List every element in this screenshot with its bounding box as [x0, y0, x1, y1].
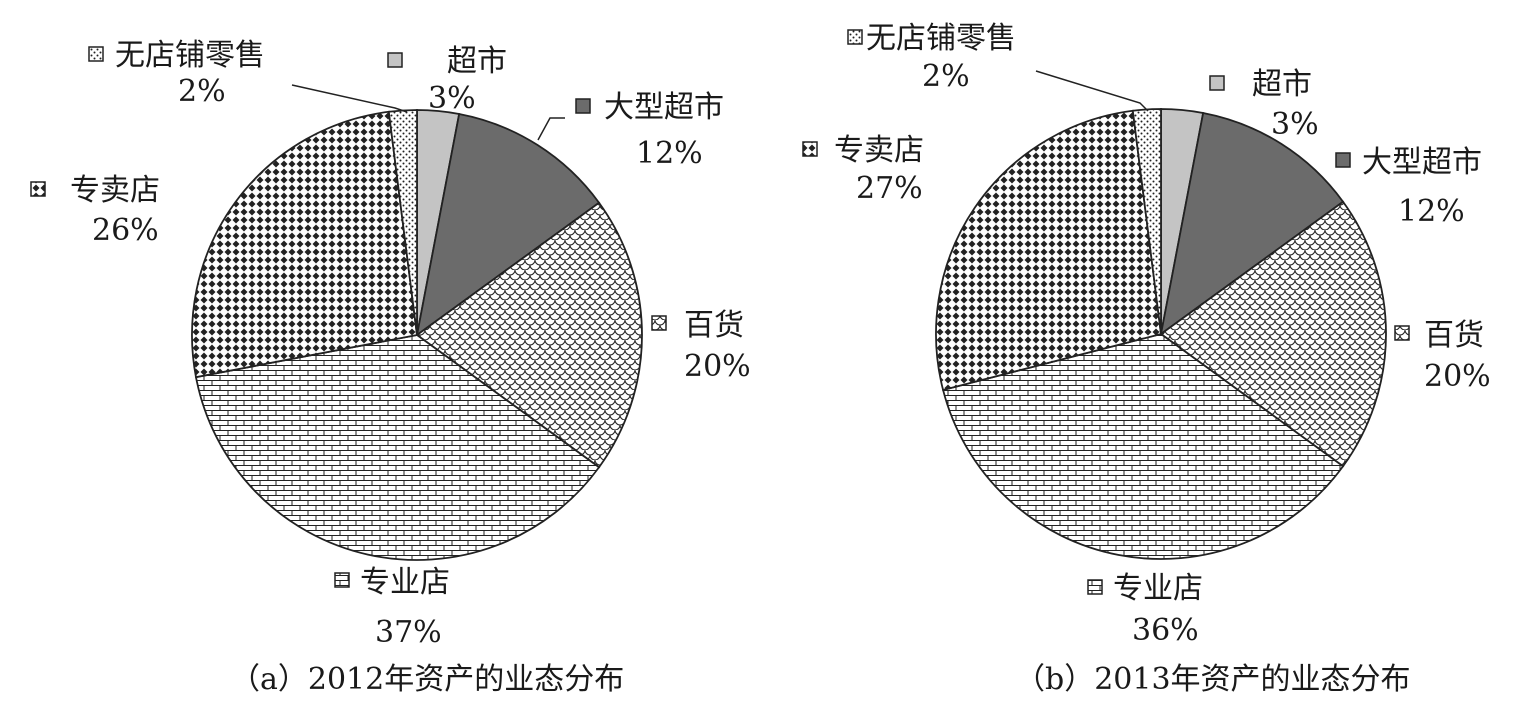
slice-name-specialty-2013: 专卖店: [834, 133, 924, 168]
chart-title-2013: （b）2013年资产的业态分布: [1015, 662, 1411, 697]
slice-value-supermarket-2013: 3%: [1271, 107, 1319, 142]
pie-slice-specialty-2013: [935, 109, 1162, 392]
pie-slice-department-2012: [415, 201, 643, 469]
legend-swatch-specialty-2012: [30, 181, 46, 197]
slice-value-supermarket-2012: 3%: [428, 81, 476, 116]
legend-swatch-specialty-2013: [802, 141, 818, 157]
slice-value-nonstore-2013: 2%: [922, 59, 970, 94]
pie-slice-department-2013: [1159, 200, 1387, 468]
slice-value-specialstore-2013: 36%: [1132, 613, 1199, 648]
slice-name-hypermarket-2012: 大型超市: [604, 90, 724, 125]
slice-value-hypermarket-2012: 12%: [636, 136, 703, 171]
slice-name-specialstore-2012: 专业店: [360, 565, 450, 600]
slice-name-specialty-2012: 专卖店: [70, 173, 160, 208]
pie-slice-specialstore-2012: [194, 334, 601, 561]
slice-name-department-2013: 百货: [1424, 318, 1484, 353]
legend-swatch-supermarket-2013: [1209, 75, 1225, 91]
pie-slices-2013: [935, 108, 1387, 560]
legend-swatch-supermarket-2012: [387, 52, 403, 68]
legend-swatch-hypermarket-2012: [575, 98, 591, 114]
leader-line-hypermarket-2012: [537, 117, 565, 141]
legend-swatch-hypermarket-2013: [1335, 152, 1351, 168]
legend-swatch-specialstore-2012: [334, 572, 350, 588]
legend-swatch-nonstore-2013: [847, 29, 863, 45]
slice-value-specialty-2013: 27%: [856, 171, 923, 206]
legend-swatch-specialstore-2013: [1087, 579, 1103, 595]
slice-name-supermarket-2012: 超市: [447, 44, 507, 79]
pie-slice-specialstore-2013: [941, 333, 1345, 560]
slice-name-specialstore-2013: 专业店: [1113, 571, 1203, 606]
legend-swatch-department-2012: [651, 315, 667, 331]
leader-line-nonstore-2012: [291, 84, 408, 113]
slice-name-nonstore-2013: 无店铺零售: [866, 21, 1016, 56]
slice-name-nonstore-2012: 无店铺零售: [115, 38, 265, 73]
slice-value-specialty-2012: 26%: [92, 213, 159, 248]
slice-name-department-2012: 百货: [684, 308, 744, 343]
slice-value-nonstore-2012: 2%: [178, 74, 226, 109]
chart-title-2012: （a）2012年资产的业态分布: [230, 662, 624, 697]
slice-name-supermarket-2013: 超市: [1252, 67, 1312, 102]
slice-value-department-2012: 20%: [684, 349, 751, 384]
legend-swatch-department-2013: [1394, 325, 1410, 341]
slice-name-hypermarket-2013: 大型超市: [1362, 145, 1482, 180]
pie-chart-2013: 无店铺零售 2% 超市 3% 大型超市 12% 专卖店 27% 百货 20% 专…: [802, 21, 1491, 697]
pie-chart-2012: 无店铺零售 2% 超市 3% 大型超市 12% 专卖店 26% 百货 20% 专…: [30, 38, 751, 697]
pie-slice-hypermarket-2012: [415, 112, 601, 338]
slice-value-specialstore-2012: 37%: [375, 615, 442, 650]
pie-slice-hypermarket-2013: [1159, 111, 1345, 337]
slice-value-department-2013: 20%: [1424, 359, 1491, 394]
slice-value-hypermarket-2013: 12%: [1398, 194, 1465, 229]
pie-slice-specialty-2012: [191, 110, 418, 379]
pie-slices-2012: [191, 109, 643, 561]
legend-swatch-nonstore-2012: [88, 46, 104, 62]
leader-line-nonstore-2013: [1035, 70, 1149, 112]
